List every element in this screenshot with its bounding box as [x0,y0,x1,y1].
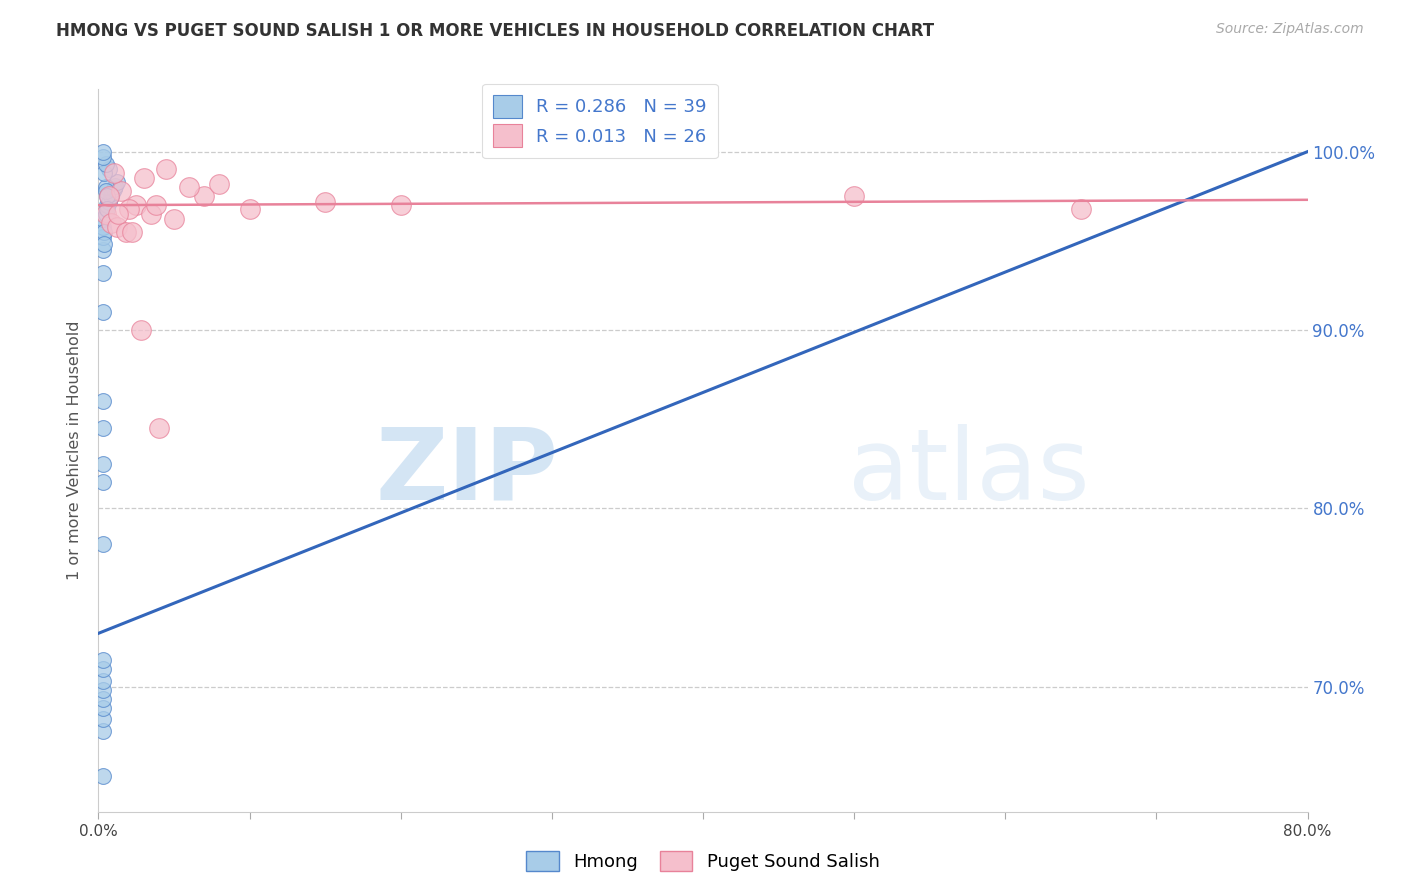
Point [118,202,141,216]
Point [91,394,114,409]
Point [91,305,114,319]
Point [1070,202,1092,216]
Point [389,198,412,212]
Point [844,189,866,203]
Point [94,184,117,198]
Point [94,157,117,171]
Text: ZIP: ZIP [375,424,558,521]
Point [163,212,186,227]
Point [91,683,114,698]
Point [208,177,231,191]
Point [91,266,114,280]
Point [121,225,143,239]
Text: atlas: atlas [848,424,1090,521]
Point [193,189,215,203]
Point [94,207,117,221]
Point [91,724,114,739]
Point [91,475,114,489]
Legend: R = 0.286   N = 39, R = 0.013   N = 26: R = 0.286 N = 39, R = 0.013 N = 26 [482,84,718,158]
Point [91,212,114,227]
Point [98,194,121,209]
Point [103,182,125,196]
Point [105,219,128,234]
Point [148,421,170,435]
Point [103,166,125,180]
Point [96,198,118,212]
Point [91,712,114,726]
Point [110,184,132,198]
Text: HMONG VS PUGET SOUND SALISH 1 OR MORE VEHICLES IN HOUSEHOLD CORRELATION CHART: HMONG VS PUGET SOUND SALISH 1 OR MORE VE… [56,22,935,40]
Point [94,180,117,194]
Point [91,701,114,715]
Point [104,178,127,193]
Point [100,189,122,203]
Point [96,189,118,203]
Point [91,219,114,234]
Text: Source: ZipAtlas.com: Source: ZipAtlas.com [1216,22,1364,37]
Point [94,207,117,221]
Point [101,186,124,200]
Point [93,166,115,180]
Point [93,237,115,252]
Point [91,230,114,244]
Point [141,207,163,221]
Point [314,194,336,209]
Point [91,537,114,551]
Point [155,162,177,177]
Point [91,769,114,783]
Point [91,457,114,471]
Point [179,180,201,194]
Point [105,175,128,189]
Point [132,171,155,186]
Point [91,243,114,257]
Point [91,674,114,689]
Point [129,323,152,337]
Point [239,202,262,216]
Point [91,150,114,164]
Point [96,202,118,216]
Point [91,421,114,435]
Point [91,145,114,159]
Point [107,207,129,221]
Point [93,225,115,239]
Point [91,653,114,667]
Point [100,216,122,230]
Point [91,692,114,706]
Point [98,189,121,203]
Point [98,162,121,177]
Point [91,662,114,676]
Point [114,225,136,239]
Point [145,198,167,212]
Point [125,198,148,212]
Legend: Hmong, Puget Sound Salish: Hmong, Puget Sound Salish [519,844,887,879]
Y-axis label: 1 or more Vehicles in Household: 1 or more Vehicles in Household [67,321,83,580]
